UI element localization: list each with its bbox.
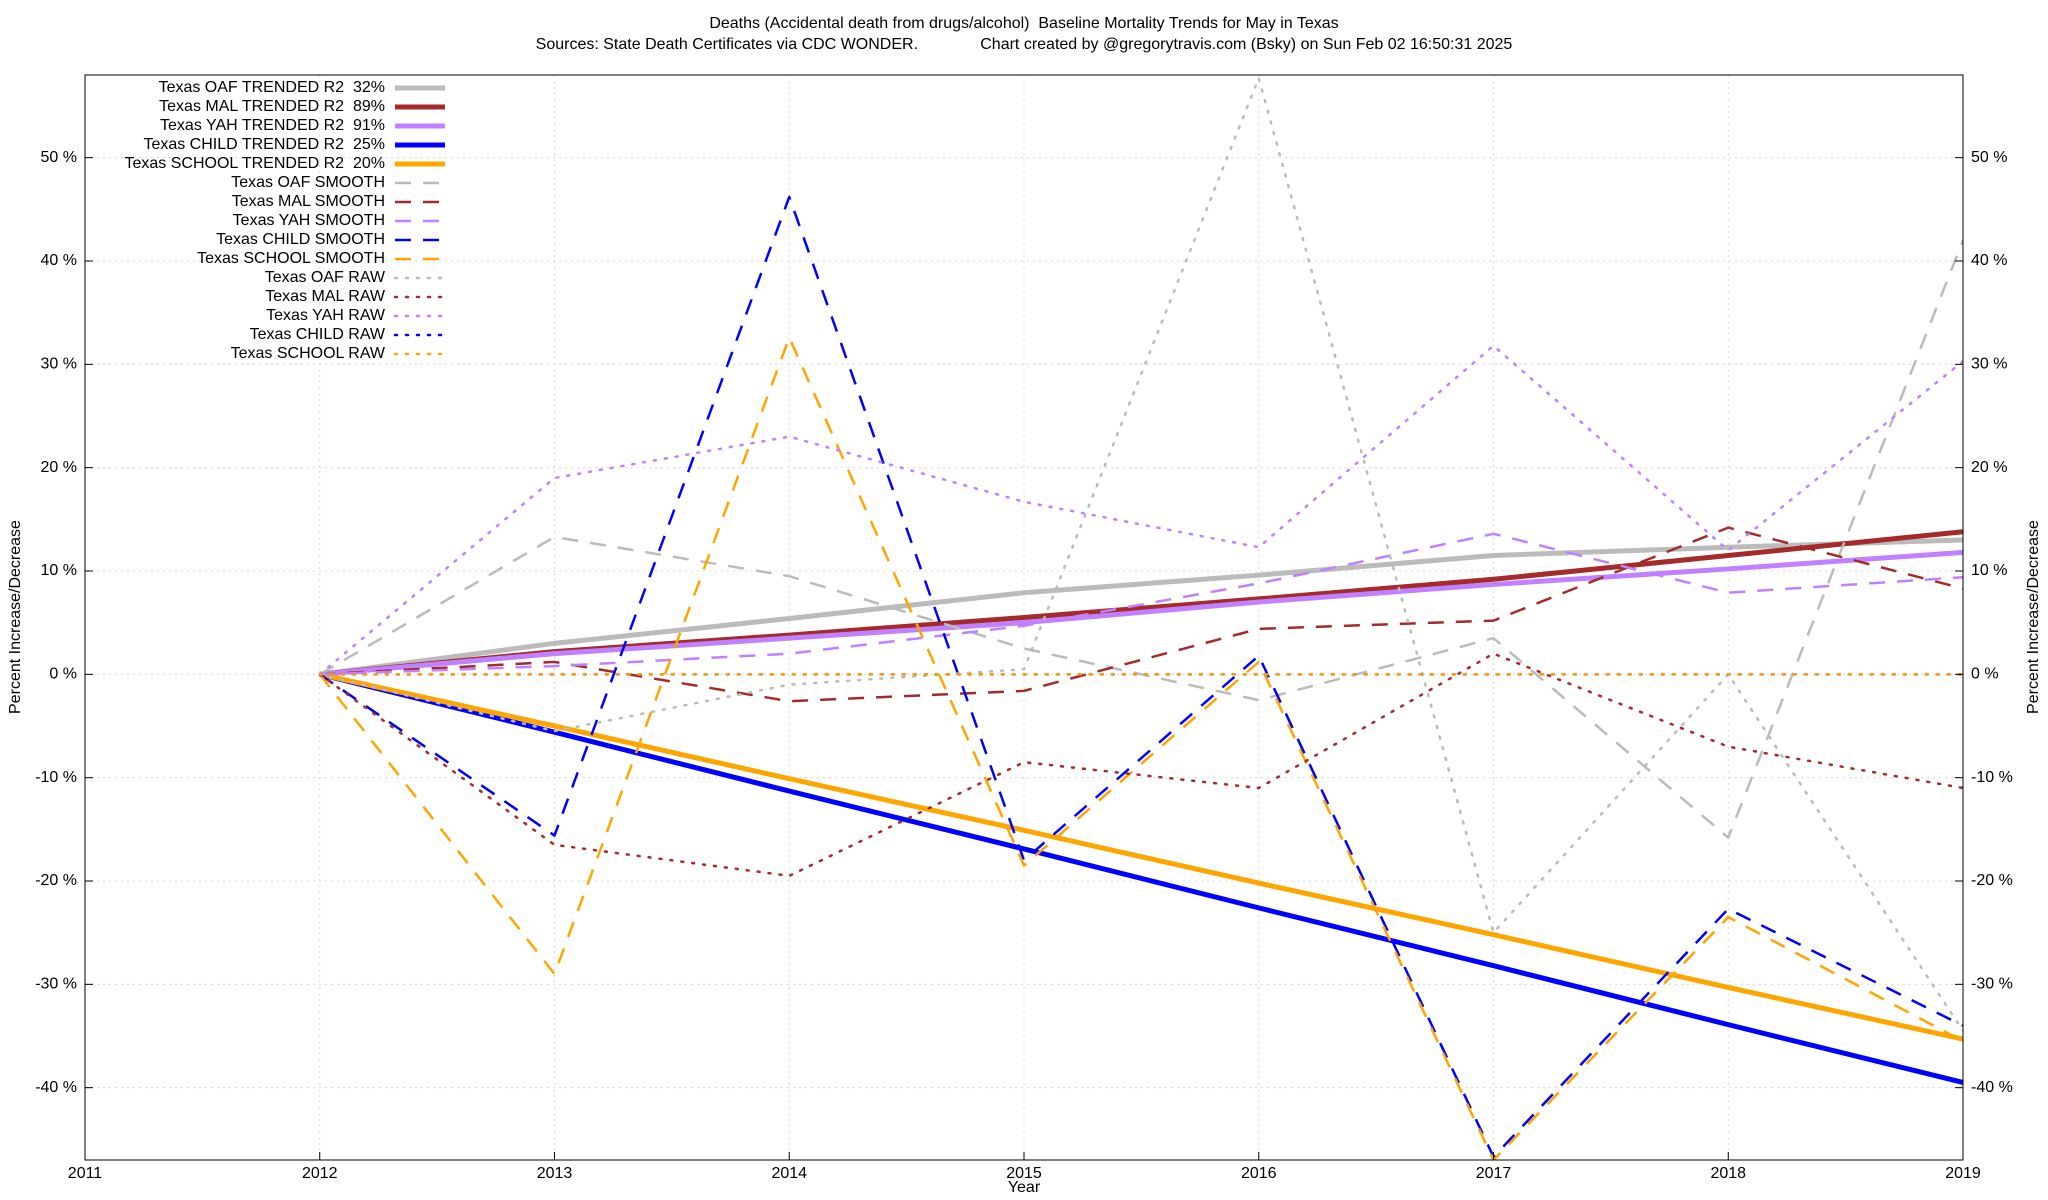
legend-label: Texas MAL SMOOTH (232, 193, 385, 210)
y2-tick-label: 50 % (1971, 149, 2007, 166)
y-tick-label: -20 % (35, 872, 77, 889)
y-tick-label: 30 % (41, 356, 77, 373)
series-line (319, 671, 1963, 1085)
axes: 2011 2012 2013 2014 2015 2016 2017 2018 2019 -40 … (35, 149, 2013, 1182)
x-axis-label: Year (1008, 1179, 1041, 1196)
x-tick-label: 2015 (1006, 1165, 1042, 1182)
series-line (318, 336, 1963, 1160)
legend-label: Texas OAF SMOOTH (231, 174, 385, 191)
y2-axis-label: Percent Increase/Decrease (2025, 520, 2042, 714)
series-line (319, 671, 1963, 1042)
legend-label: Texas OAF RAW (265, 269, 386, 286)
legend-label: Texas CHILD TRENDED R2 25% (143, 136, 385, 153)
y-axis-label: Percent Increase/Decrease (7, 520, 24, 714)
series-line (318, 344, 1963, 676)
plot-area (318, 76, 1963, 1160)
legend-label: Texas SCHOOL TRENDED R2 20% (124, 155, 385, 172)
y2-tick-label: 20 % (1971, 459, 2007, 476)
x-tick-label: 2018 (1710, 1165, 1746, 1182)
y-tick-label: 20 % (41, 459, 77, 476)
x-tick-label: 2017 (1476, 1165, 1512, 1182)
legend-label: Texas SCHOOL RAW (231, 345, 386, 362)
y2-tick-label: 0 % (1971, 666, 1999, 683)
x-tick-label: 2019 (1945, 1165, 1981, 1182)
series-line (319, 537, 1963, 677)
series-line (319, 549, 1963, 677)
legend-label: Texas CHILD RAW (250, 326, 386, 343)
y2-tick-label: -20 % (1971, 872, 2013, 889)
chart-subtitle: Sources: State Death Certificates via CD… (536, 36, 1513, 53)
series-line (319, 239, 1963, 839)
y2-tick-label: -40 % (1971, 1079, 2013, 1096)
legend-label: Texas CHILD SMOOTH (216, 231, 385, 248)
legend-label: Texas MAL RAW (265, 288, 386, 305)
y-tick-label: -30 % (35, 976, 77, 993)
legend-label: Texas MAL TRENDED R2 89% (159, 98, 385, 115)
x-tick-label: 2012 (302, 1165, 338, 1182)
y2-tick-label: 30 % (1971, 356, 2007, 373)
x-tick-label: 2016 (1241, 1165, 1277, 1182)
y-tick-label: 10 % (41, 562, 77, 579)
y2-tick-label: -30 % (1971, 976, 2013, 993)
y-tick-label: -40 % (35, 1079, 77, 1096)
y-tick-label: 0 % (49, 666, 77, 683)
x-tick-label: 2013 (537, 1165, 573, 1182)
y-tick-label: -10 % (35, 769, 77, 786)
y2-tick-label: -10 % (1971, 769, 2013, 786)
legend-label: Texas YAH RAW (266, 307, 386, 324)
y2-tick-label: 10 % (1971, 562, 2007, 579)
series-line (318, 76, 1963, 1033)
y-tick-label: 50 % (41, 149, 77, 166)
legend-label: Texas YAH TRENDED R2 91% (160, 117, 385, 134)
y2-tick-label: 40 % (1971, 252, 2007, 269)
chart-title: Deaths (Accidental death from drugs/alco… (709, 15, 1338, 32)
series-line (319, 195, 1963, 1159)
x-tick-label: 2011 (68, 1165, 103, 1182)
legend: Texas OAF TRENDED R2 32% Texas MAL TRENDE… (124, 79, 447, 362)
x-tick-label: 2014 (771, 1165, 807, 1182)
series-line (319, 532, 1963, 676)
legend-label: Texas SCHOOL SMOOTH (197, 250, 385, 267)
legend-label: Texas OAF TRENDED R2 32% (159, 79, 385, 96)
legend-label: Texas YAH SMOOTH (233, 212, 385, 229)
series-line (318, 652, 1963, 878)
y-tick-label: 40 % (41, 252, 77, 269)
